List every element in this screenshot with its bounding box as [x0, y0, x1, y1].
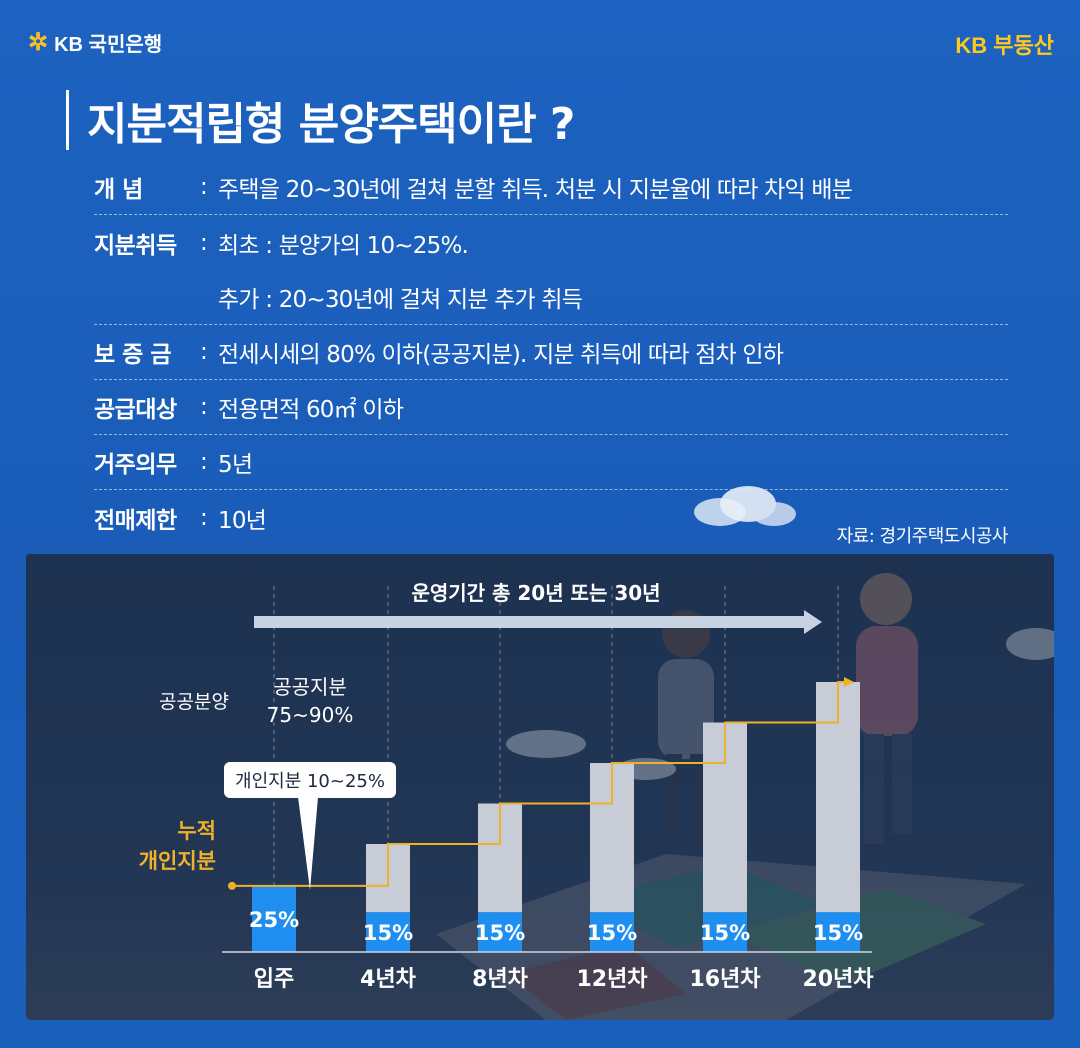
info-label: 개 념: [94, 177, 143, 203]
page-title: 지분적립형 분양주택이란 ?: [87, 99, 575, 150]
personal-share-bar: [252, 885, 296, 952]
x-tick-label: 4년차: [360, 967, 417, 992]
bar-value-label: 25%: [249, 908, 299, 932]
bank-name: KB 국민은행: [54, 34, 163, 56]
info-row-acquisition-extra: 추가 : 20~30년에 걸쳐 지분 추가 취득: [94, 270, 1008, 325]
info-table: 개 념: 주택을 20~30년에 걸쳐 분할 취득. 처분 시 지분율에 따라 …: [94, 160, 1008, 545]
cloud-decoration: [506, 628, 1054, 780]
info-value: 전세시세의 80% 이하(공공지분). 지분 취득에 따라 점차 인하: [218, 342, 784, 368]
bar-value-label: 15%: [363, 921, 413, 945]
personal-share-bar: [816, 912, 860, 952]
kb-real-estate-logo: KB 부동산: [955, 33, 1054, 58]
public-sale-label: 공공분양: [159, 691, 229, 713]
info-label: 전매제한: [94, 507, 177, 534]
x-tick-label: 16년차: [689, 967, 761, 992]
x-tick-label: 입주: [254, 967, 294, 992]
info-label: 공급대상: [94, 397, 177, 423]
kb-bank-logo: ✲ KB 국민은행: [28, 28, 162, 57]
cumulative-arrow-head: [844, 677, 854, 687]
source-note: 자료: 경기주택도시공사: [836, 526, 1009, 547]
chart-panel: 25% 입주 15% 4년차 15% 8년차 15% 12년차 15% 16년차 15% 20년차 운영…: [26, 554, 1054, 1020]
info-value: 10년: [218, 507, 267, 534]
share-chart: 25% 입주 15% 4년차 15% 8년차 15% 12년차 15% 16년차 15% 20년차 운영…: [139, 573, 1054, 1020]
info-value: 추가 : 20~30년에 걸쳐 지분 추가 취득: [218, 287, 583, 313]
personal-share-bar: [366, 912, 410, 952]
kb-star-icon: ✲: [28, 29, 49, 56]
info-value: 전용면적 60㎡ 이하: [218, 397, 404, 423]
period-arrow-shaft: [254, 616, 806, 628]
info-row-concept: 개 념: 주택을 20~30년에 걸쳐 분할 취득. 처분 시 지분율에 따라 …: [94, 160, 1008, 215]
cumulative-label: 개인지분: [139, 849, 216, 873]
info-row-residence: 거주의무: 5년: [94, 435, 1008, 490]
personal-share-bar: [590, 912, 634, 952]
info-value: 최초 : 분양가의 10~25%.: [218, 232, 469, 259]
page-title-block: 지분적립형 분양주택이란 ?: [66, 88, 575, 152]
personal-share-bar: [478, 912, 522, 952]
personal-share-callout: 개인지분 10~25%: [235, 771, 385, 792]
info-row-resale: 전매제한: 10년: [94, 490, 1008, 545]
info-value: 5년: [218, 452, 253, 478]
title-bar: [66, 90, 69, 150]
bar-value-label: 15%: [475, 921, 525, 945]
period-label: 운영기간 총 20년 또는 30년: [411, 581, 660, 605]
bar-value-label: 15%: [587, 921, 637, 945]
info-row-eligibility: 공급대상: 전용면적 60㎡ 이하: [94, 380, 1008, 435]
cumulative-share-line: [232, 681, 844, 887]
x-tick-label: 8년차: [472, 967, 529, 992]
info-label: 지분취득: [94, 232, 177, 259]
period-arrow-head: [804, 610, 822, 634]
x-tick-label: 12년차: [576, 967, 648, 992]
x-tick-label: 20년차: [802, 967, 874, 992]
public-share-range: 75~90%: [267, 703, 354, 727]
bar-value-label: 15%: [813, 921, 863, 945]
personal-share-bar: [703, 912, 747, 952]
cumulative-label: 누적: [177, 819, 216, 843]
info-label: 거주의무: [94, 452, 177, 478]
info-value: 주택을 20~30년에 걸쳐 분할 취득. 처분 시 지분율에 따라 차익 배분: [218, 177, 853, 203]
cloud-decoration: [694, 486, 796, 526]
info-label: 보 증 금: [94, 342, 172, 368]
public-share-label: 공공지분: [273, 675, 347, 699]
personal-share-callout-box: [224, 762, 396, 798]
callout-pointer: [298, 797, 318, 890]
cumulative-start-dot: [228, 881, 236, 890]
info-row-deposit: 보 증 금: 전세시세의 80% 이하(공공지분). 지분 취득에 따라 점차 …: [94, 325, 1008, 380]
children-illustration: [658, 573, 918, 844]
info-row-acquisition: 지분취득: 최초 : 분양가의 10~25%.: [94, 215, 1008, 270]
bar-value-label: 15%: [700, 921, 750, 945]
